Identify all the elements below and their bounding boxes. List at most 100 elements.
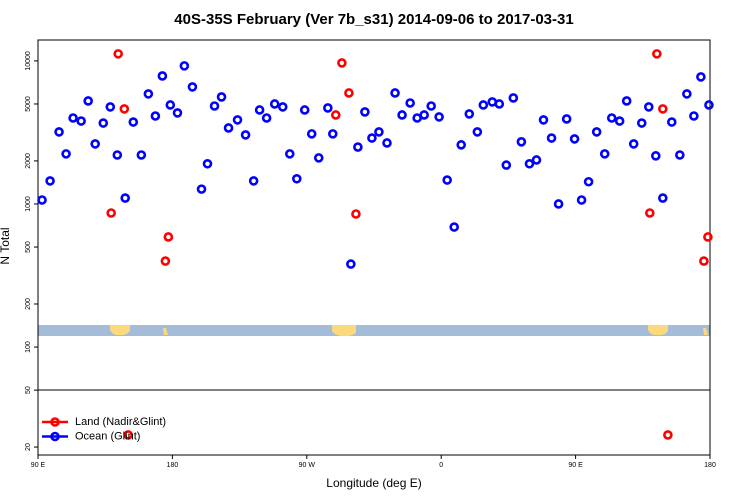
data-point <box>284 149 295 159</box>
data-point <box>472 127 483 137</box>
data-point <box>90 139 100 149</box>
data-point <box>360 107 370 117</box>
data-point <box>390 88 400 98</box>
legend-label: Land (Nadir&Glint) <box>75 416 166 428</box>
data-point <box>179 61 190 71</box>
data-point <box>172 108 183 118</box>
data-point <box>128 117 139 127</box>
data-point <box>209 101 220 111</box>
data-point <box>306 129 317 139</box>
data-point <box>531 155 542 165</box>
x-tick-label: 90 E <box>31 462 46 469</box>
data-point <box>658 104 668 114</box>
y-tick-label: 50 <box>25 386 32 394</box>
data-point <box>123 430 133 440</box>
data-point <box>628 139 639 149</box>
data-point <box>367 133 377 143</box>
data-point <box>113 49 123 59</box>
y-tick-label: 10000 <box>25 51 32 71</box>
x-tick-label: 0 <box>439 462 443 469</box>
data-point <box>291 173 302 184</box>
y-tick-label: 500 <box>25 241 32 253</box>
data-point <box>478 100 489 110</box>
data-point <box>382 138 392 148</box>
data-point <box>216 92 227 102</box>
data-point <box>652 49 662 59</box>
data-point <box>269 99 280 109</box>
data-point <box>299 105 310 115</box>
data-point <box>516 137 527 147</box>
data-point <box>689 111 699 121</box>
data-point <box>112 150 123 160</box>
data-point <box>703 232 713 242</box>
data-point <box>658 193 668 203</box>
data-point <box>419 110 429 120</box>
x-tick-label: 180 <box>167 462 179 469</box>
data-point <box>54 127 64 137</box>
x-tick-label: 90 W <box>299 462 316 469</box>
data-point <box>254 105 265 115</box>
data-point <box>426 101 436 111</box>
data-point <box>157 71 168 81</box>
data-point <box>232 115 243 125</box>
x-axis-label: Longitude (deg E) <box>326 476 421 490</box>
data-point <box>374 127 384 137</box>
data-point <box>223 123 234 133</box>
data-point <box>337 58 347 68</box>
data-point <box>682 89 692 99</box>
data-point <box>37 195 47 205</box>
data-point <box>643 102 654 112</box>
data-point <box>553 199 564 209</box>
data-point <box>105 102 116 112</box>
data-point <box>165 100 176 110</box>
data-point <box>330 110 341 120</box>
data-point <box>351 209 361 219</box>
y-axis-label: N Total <box>0 227 12 264</box>
data-point <box>704 100 714 110</box>
data-point <box>313 153 324 163</box>
legend-marker <box>50 417 60 427</box>
data-point <box>240 130 251 140</box>
data-point <box>119 104 130 114</box>
data-point <box>261 113 272 123</box>
data-point <box>576 195 587 205</box>
data-point <box>699 256 709 266</box>
data-point <box>614 116 625 126</box>
data-point <box>346 259 356 269</box>
data-point <box>599 149 610 159</box>
data-point <box>405 98 415 108</box>
chart-title: 40S-35S February (Ver 7b_s31) 2014-09-06… <box>174 11 573 28</box>
data-point <box>524 158 535 169</box>
data-point <box>561 114 572 124</box>
data-point <box>83 96 93 106</box>
x-tick-label: 180 <box>704 462 716 469</box>
data-point <box>494 99 505 109</box>
data-point <box>248 176 259 186</box>
data-point <box>621 96 632 106</box>
map-strip <box>38 325 710 337</box>
data-point <box>434 112 444 122</box>
y-tick-label: 20 <box>25 443 32 451</box>
data-point <box>163 232 174 242</box>
data-point <box>636 118 647 128</box>
y-tick-label: 200 <box>25 298 32 310</box>
data-point <box>591 127 602 137</box>
data-point <box>546 133 557 143</box>
data-point <box>150 111 161 121</box>
data-point <box>508 93 519 103</box>
data-point <box>327 129 338 139</box>
data-point <box>501 160 512 170</box>
y-tick-label: 100 <box>25 341 32 353</box>
data-point <box>277 102 288 112</box>
data-point <box>98 118 109 128</box>
y-tick-label: 2000 <box>25 153 32 169</box>
data-point <box>106 208 116 218</box>
data-point <box>663 430 673 440</box>
y-tick-label: 1000 <box>25 196 32 212</box>
data-point <box>187 82 198 92</box>
data-point <box>202 158 213 169</box>
data-point <box>442 175 452 185</box>
data-point <box>196 184 207 194</box>
